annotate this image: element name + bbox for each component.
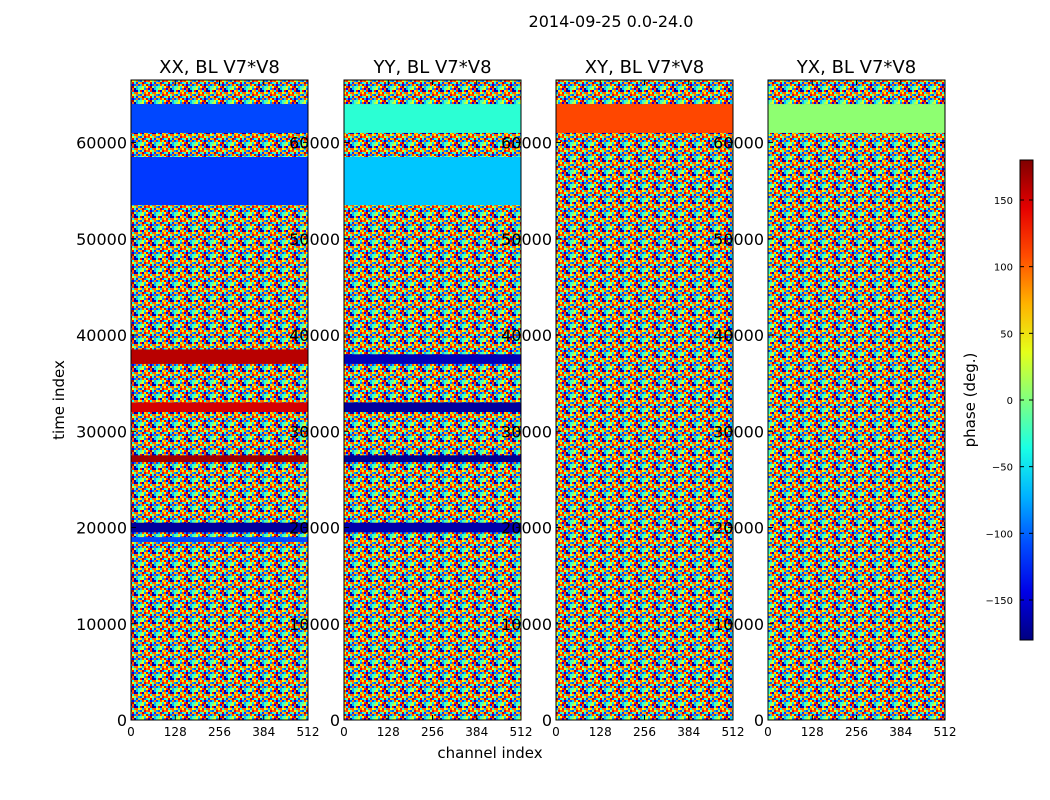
colorbar-tick-label: −50 xyxy=(992,463,1013,474)
panel-1-phase-band xyxy=(131,156,308,206)
colorbar-tick-label: 50 xyxy=(1000,329,1013,340)
panel-2-title: YY, BL V7*V8 xyxy=(372,57,491,78)
panel-1-phase-band xyxy=(131,104,308,133)
panel-2-phase-band xyxy=(344,104,521,133)
panel-1-image xyxy=(131,80,308,720)
x-tick-label: 0 xyxy=(340,725,348,739)
panel-4-title: YX, BL V7*V8 xyxy=(796,57,916,78)
x-tick-label: 256 xyxy=(845,725,868,739)
y-tick-label: 50000 xyxy=(501,230,552,249)
x-tick-label: 0 xyxy=(764,725,772,739)
panel-1-phase-band xyxy=(131,522,308,533)
y-tick-label: 20000 xyxy=(289,519,340,538)
y-tick-label: 10000 xyxy=(713,615,764,634)
panel-2-phase-band xyxy=(344,156,521,206)
x-tick-label: 256 xyxy=(421,725,444,739)
panel-1-phase-band xyxy=(131,537,308,542)
x-axis-label: channel index xyxy=(437,744,542,762)
y-tick-label: 0 xyxy=(117,711,127,730)
panel-2-image xyxy=(344,80,521,720)
x-tick-label: 512 xyxy=(297,725,320,739)
colorbar-tick-label: 150 xyxy=(994,196,1013,207)
x-tick-label: 384 xyxy=(465,725,488,739)
y-tick-label: 50000 xyxy=(713,230,764,249)
y-tick-label: 10000 xyxy=(76,615,127,634)
panel-4-phase-band xyxy=(768,104,945,133)
y-tick-label: 40000 xyxy=(76,326,127,345)
colorbar-tick-label: −150 xyxy=(986,596,1013,607)
panel-3-phase-band xyxy=(556,104,733,133)
panel-2-phase-band xyxy=(344,455,521,463)
colorbar-tick-label: 0 xyxy=(1007,396,1013,407)
y-tick-label: 20000 xyxy=(713,519,764,538)
panel-3-image xyxy=(556,80,733,720)
x-tick-label: 0 xyxy=(552,725,560,739)
panel-1-phase-band xyxy=(131,349,308,364)
y-tick-label: 20000 xyxy=(76,519,127,538)
panel-2-phase-band xyxy=(344,522,521,533)
panel-1-title: XX, BL V7*V8 xyxy=(159,57,280,78)
y-tick-label: 40000 xyxy=(289,326,340,345)
x-tick-label: 384 xyxy=(252,725,275,739)
y-axis-label: time index xyxy=(50,360,68,440)
panel-3-noise-field xyxy=(556,80,733,720)
colorbar-tick-label: 100 xyxy=(994,263,1013,274)
colorbar-tick-label: −100 xyxy=(986,529,1013,540)
panel-2-phase-band xyxy=(344,354,521,364)
figure-title: 2014-09-25 0.0-24.0 xyxy=(528,12,694,31)
y-tick-label: 20000 xyxy=(501,519,552,538)
y-tick-label: 30000 xyxy=(76,422,127,441)
x-tick-label: 256 xyxy=(633,725,656,739)
x-tick-label: 128 xyxy=(589,725,612,739)
y-tick-label: 10000 xyxy=(289,615,340,634)
y-tick-label: 60000 xyxy=(713,134,764,153)
x-tick-label: 0 xyxy=(127,725,135,739)
y-tick-label: 60000 xyxy=(289,134,340,153)
x-tick-label: 128 xyxy=(377,725,400,739)
x-tick-label: 512 xyxy=(722,725,745,739)
y-tick-label: 10000 xyxy=(501,615,552,634)
y-tick-label: 0 xyxy=(330,711,340,730)
x-tick-label: 512 xyxy=(510,725,533,739)
y-tick-label: 30000 xyxy=(501,422,552,441)
y-tick-label: 60000 xyxy=(76,134,127,153)
y-tick-label: 30000 xyxy=(713,422,764,441)
panel-4-image xyxy=(768,80,945,720)
x-tick-label: 128 xyxy=(164,725,187,739)
panel-1-phase-band xyxy=(131,455,308,463)
y-tick-label: 0 xyxy=(542,711,552,730)
x-tick-label: 512 xyxy=(934,725,957,739)
y-tick-label: 50000 xyxy=(76,230,127,249)
x-tick-label: 384 xyxy=(677,725,700,739)
panel-2-phase-band xyxy=(344,402,521,413)
colorbar-label: phase (deg.) xyxy=(961,353,979,448)
y-tick-label: 0 xyxy=(754,711,764,730)
panel-4-noise-field xyxy=(768,80,945,720)
y-tick-label: 30000 xyxy=(289,422,340,441)
y-tick-label: 40000 xyxy=(713,326,764,345)
x-tick-label: 384 xyxy=(889,725,912,739)
y-tick-label: 60000 xyxy=(501,134,552,153)
panel-3-title: XY, BL V7*V8 xyxy=(585,57,704,78)
y-tick-label: 40000 xyxy=(501,326,552,345)
x-tick-label: 128 xyxy=(801,725,824,739)
x-tick-label: 256 xyxy=(208,725,231,739)
panel-1-phase-band xyxy=(131,402,308,413)
y-tick-label: 50000 xyxy=(289,230,340,249)
